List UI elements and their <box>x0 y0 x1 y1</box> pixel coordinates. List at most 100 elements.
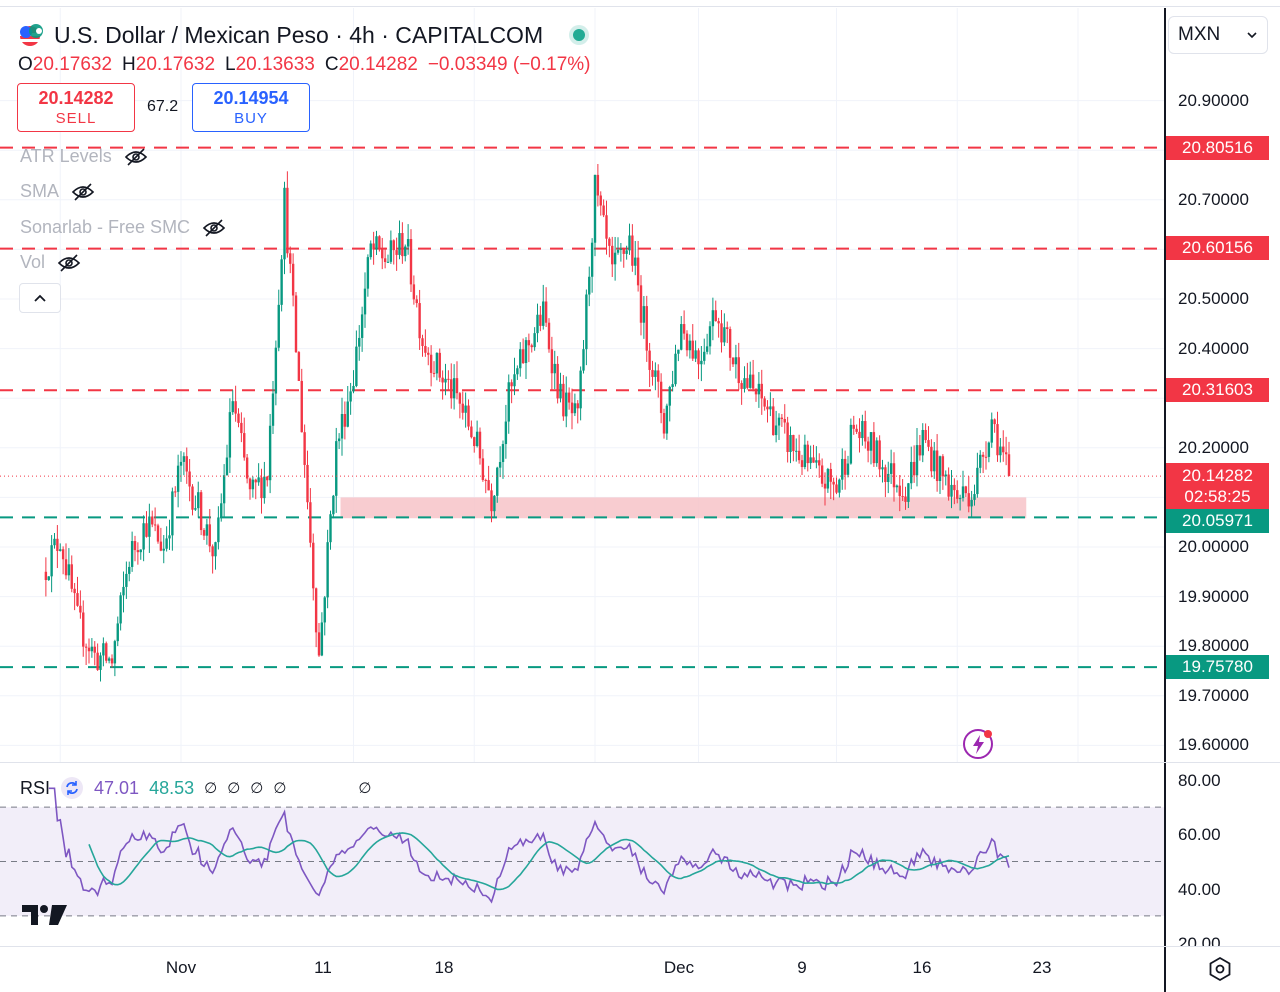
candle-body <box>309 502 312 543</box>
buy-button[interactable]: 20.14954 BUY <box>192 83 310 132</box>
candle-body <box>438 352 441 378</box>
candle-body <box>613 252 617 265</box>
chart-title[interactable]: U.S. Dollar / Mexican Peso · 4h · CAPITA… <box>54 21 544 48</box>
candle-body <box>220 503 223 518</box>
tradingview-logo[interactable] <box>22 903 68 927</box>
candle-body <box>240 422 243 434</box>
ohlc-low: L20.13633 <box>225 54 315 75</box>
candle-body <box>245 457 249 479</box>
eye-off-icon[interactable] <box>124 147 148 166</box>
candle-body <box>907 483 910 502</box>
candle-body <box>912 461 916 476</box>
candle-body <box>901 496 904 498</box>
level-badge: 20.80516 <box>1166 136 1269 160</box>
candle-body <box>783 418 786 423</box>
price-tick: 20.90000 <box>1178 91 1249 110</box>
candle-body <box>392 240 395 251</box>
candle-body <box>582 349 585 371</box>
rsi-value: 47.01 <box>94 777 140 798</box>
candle-body <box>421 338 424 347</box>
candle-body <box>268 425 272 481</box>
candle-body <box>682 324 686 334</box>
candle-body <box>605 215 608 239</box>
candle-body <box>544 301 548 323</box>
candle-body <box>697 350 700 365</box>
currency-select[interactable]: MXN <box>1168 16 1268 54</box>
candle-body <box>797 450 801 461</box>
time-tick: Dec <box>663 958 695 977</box>
eye-off-icon[interactable] <box>71 182 95 201</box>
price-tick: 19.90000 <box>1178 587 1249 606</box>
sell-button[interactable]: 20.14282 SELL <box>17 83 135 132</box>
market-open-indicator <box>573 29 586 41</box>
candle-body <box>406 239 410 247</box>
candle-body <box>79 605 82 613</box>
indicator-sonarlab-smc[interactable]: Sonarlab - Free SMC <box>20 217 226 238</box>
pane-divider[interactable] <box>0 762 1280 763</box>
candle-body <box>202 530 206 536</box>
candle-body <box>102 643 105 656</box>
rsi-chart[interactable] <box>0 763 1165 947</box>
candle-body <box>1002 446 1005 453</box>
bar-countdown: 02:58:25 <box>1184 487 1251 506</box>
rsi-tick: 20.00 <box>1178 934 1221 946</box>
candle-body <box>424 346 427 353</box>
candle-body <box>56 538 59 551</box>
candle-body <box>774 425 778 436</box>
candle-body <box>599 195 602 206</box>
candle-body <box>326 542 329 598</box>
candle-body <box>743 378 746 389</box>
candle-body <box>412 284 416 300</box>
candle-body <box>188 471 191 487</box>
eye-off-icon[interactable] <box>202 218 226 237</box>
candle-body <box>110 658 114 664</box>
candle-body <box>93 646 96 653</box>
settings-icon[interactable] <box>1207 956 1233 982</box>
candle-body <box>869 432 873 451</box>
candle-body <box>711 310 715 327</box>
candle-body <box>136 550 140 553</box>
candle-body <box>938 456 942 482</box>
indicator-atr-levels[interactable]: ATR Levels <box>20 146 148 167</box>
candle-body <box>473 437 476 447</box>
collapse-legend-button[interactable] <box>19 283 61 313</box>
indicator-sma[interactable]: SMA <box>20 181 95 202</box>
candle-body <box>608 238 611 246</box>
candle-body <box>527 340 531 346</box>
candle-body <box>418 303 421 339</box>
candle-body <box>935 450 939 482</box>
candle-body <box>464 405 467 413</box>
candle-body <box>248 478 252 490</box>
candle-body <box>116 623 119 642</box>
candle-body <box>542 301 545 326</box>
rsi-legend[interactable]: RSI 47.01 48.53 ∅ ∅ ∅ ∅ ∅ <box>20 776 372 800</box>
rsi-na: ∅ <box>250 780 264 797</box>
candle-body <box>780 417 784 419</box>
candle-body <box>904 496 907 502</box>
candle-body <box>533 333 536 348</box>
candle-body <box>162 548 165 551</box>
candle-body <box>300 380 303 433</box>
candle-body <box>82 612 85 647</box>
candle-body <box>105 643 108 661</box>
eye-off-icon[interactable] <box>57 253 81 272</box>
candle-body <box>493 495 496 512</box>
lightning-icon[interactable] <box>962 727 996 761</box>
candle-body <box>274 347 278 394</box>
candle-body <box>378 236 381 249</box>
candle-body <box>999 446 1002 456</box>
candle-body <box>395 250 398 255</box>
price-tick: 20.00000 <box>1178 537 1249 556</box>
buy-price: 20.14954 <box>213 88 289 108</box>
candle-body <box>286 187 289 254</box>
candle-body <box>737 357 740 384</box>
candle-body <box>142 523 145 550</box>
candle-body <box>659 381 663 414</box>
candle-body <box>717 321 720 324</box>
candle-body <box>487 480 490 491</box>
candle-body <box>950 484 953 497</box>
refresh-icon[interactable] <box>60 776 84 800</box>
indicator-vol[interactable]: Vol <box>20 252 81 273</box>
price-tick: 20.20000 <box>1178 438 1249 457</box>
candle-body <box>976 467 979 495</box>
